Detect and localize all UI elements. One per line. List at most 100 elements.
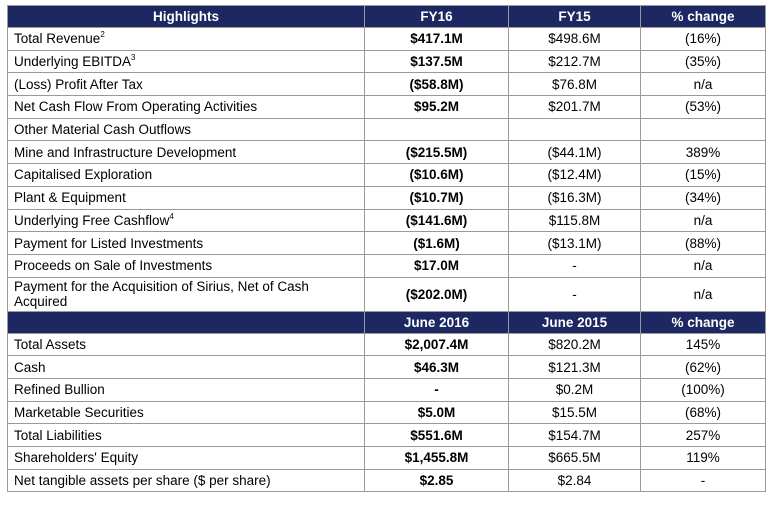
footnote-marker: 4	[169, 211, 174, 221]
row-label: Plant & Equipment	[7, 185, 365, 210]
header-highlights: Highlights	[7, 5, 365, 28]
june-2015-value: $121.3M	[508, 355, 641, 379]
fy16-value: ($202.0M)	[364, 276, 509, 312]
fy15-value: $76.8M	[508, 72, 641, 97]
change-value: (53%)	[640, 95, 766, 119]
change-value: (100%)	[640, 377, 766, 402]
change-value: (68%)	[640, 400, 766, 425]
table-row: Total Assets $2,007.4M $820.2M 145%	[7, 332, 766, 357]
fy15-value: $212.7M	[508, 49, 641, 74]
fy16-value: $95.2M	[364, 95, 509, 119]
fy16-value: ($58.8M)	[364, 72, 509, 97]
table-row: (Loss) Profit After Tax ($58.8M) $76.8M …	[7, 72, 766, 97]
fy15-value: -	[508, 253, 641, 278]
fy15-value: ($44.1M)	[508, 140, 641, 165]
table-row: Proceeds on Sale of Investments $17.0M -…	[7, 253, 766, 278]
table-row: Plant & Equipment ($10.7M) ($16.3M) (34%…	[7, 185, 766, 210]
table-row: Mine and Infrastructure Development ($21…	[7, 140, 766, 165]
row-label: Proceeds on Sale of Investments	[7, 253, 365, 278]
table-row: Refined Bullion - $0.2M (100%)	[7, 377, 766, 402]
table-row: Total Liabilities $551.6M $154.7M 257%	[7, 423, 766, 447]
financial-highlights-table: Highlights FY16 FY15 % change Total Reve…	[7, 5, 766, 493]
row-label: Underlying EBITDA3	[7, 49, 365, 74]
fy16-value: ($10.7M)	[364, 185, 509, 210]
header-row-balance-sheet: June 2016 June 2015 % change	[7, 310, 766, 334]
row-label: Payment for the Acquisition of Sirius, N…	[7, 276, 365, 312]
header-percent-change: % change	[640, 310, 766, 334]
june-2016-value: $2,007.4M	[364, 332, 509, 357]
footnote-marker: 2	[100, 30, 105, 40]
table-row: Underlying EBITDA3 $137.5M $212.7M (35%)	[7, 49, 766, 74]
header-row-highlights: Highlights FY16 FY15 % change	[7, 5, 766, 28]
fy15-value: $115.8M	[508, 208, 641, 233]
table-row: Shareholders' Equity $1,455.8M $665.5M 1…	[7, 446, 766, 470]
change-value	[640, 117, 766, 142]
fy15-value: ($12.4M)	[508, 163, 641, 187]
header-june-2015: June 2015	[508, 310, 641, 334]
row-label: Other Material Cash Outflows	[7, 117, 365, 142]
table-row: Payment for the Acquisition of Sirius, N…	[7, 276, 766, 312]
row-label: Total Revenue2	[7, 27, 365, 51]
change-value: -	[640, 468, 766, 493]
change-value: n/a	[640, 72, 766, 97]
june-2015-value: $820.2M	[508, 332, 641, 357]
june-2015-value: $665.5M	[508, 446, 641, 470]
june-2016-value: $46.3M	[364, 355, 509, 379]
table-row: Marketable Securities $5.0M $15.5M (68%)	[7, 400, 766, 425]
row-label: Payment for Listed Investments	[7, 231, 365, 255]
header-june-2016: June 2016	[364, 310, 509, 334]
row-label: Net Cash Flow From Operating Activities	[7, 95, 365, 119]
change-value: 389%	[640, 140, 766, 165]
fy16-value: $137.5M	[364, 49, 509, 74]
header-percent-change: % change	[640, 5, 766, 28]
table-row: Net tangible assets per share ($ per sha…	[7, 468, 766, 493]
change-value: 257%	[640, 423, 766, 447]
fy15-value: $201.7M	[508, 95, 641, 119]
fy16-value	[364, 117, 509, 142]
row-label: Marketable Securities	[7, 400, 365, 425]
table-row: Total Revenue2 $417.1M $498.6M (16%)	[7, 27, 766, 51]
row-label: Total Assets	[7, 332, 365, 357]
table-row: Cash $46.3M $121.3M (62%)	[7, 355, 766, 379]
fy16-value: ($10.6M)	[364, 163, 509, 187]
fy16-value: ($141.6M)	[364, 208, 509, 233]
fy16-value: ($215.5M)	[364, 140, 509, 165]
row-label: (Loss) Profit After Tax	[7, 72, 365, 97]
change-value: 145%	[640, 332, 766, 357]
change-value: n/a	[640, 276, 766, 312]
row-label: Refined Bullion	[7, 377, 365, 402]
june-2016-value: $5.0M	[364, 400, 509, 425]
june-2015-value: $2.84	[508, 468, 641, 493]
row-label: Underlying Free Cashflow4	[7, 208, 365, 233]
fy15-value	[508, 117, 641, 142]
change-value: (34%)	[640, 185, 766, 210]
header-fy16: FY16	[364, 5, 509, 28]
table-row: Other Material Cash Outflows	[7, 117, 766, 142]
row-label: Net tangible assets per share ($ per sha…	[7, 468, 365, 493]
row-label: Total Liabilities	[7, 423, 365, 447]
table-row: Underlying Free Cashflow4 ($141.6M) $115…	[7, 208, 766, 233]
june-2015-value: $0.2M	[508, 377, 641, 402]
june-2015-value: $15.5M	[508, 400, 641, 425]
footnote-marker: 3	[131, 53, 136, 63]
header-blank	[7, 310, 365, 334]
fy15-value: ($16.3M)	[508, 185, 641, 210]
change-value: (35%)	[640, 49, 766, 74]
fy16-value: ($1.6M)	[364, 231, 509, 255]
table-row: Net Cash Flow From Operating Activities …	[7, 95, 766, 119]
row-label: Cash	[7, 355, 365, 379]
june-2016-value: $1,455.8M	[364, 446, 509, 470]
june-2016-value: -	[364, 377, 509, 402]
table-row: Payment for Listed Investments ($1.6M) (…	[7, 231, 766, 255]
fy15-value: $498.6M	[508, 27, 641, 51]
june-2015-value: $154.7M	[508, 423, 641, 447]
change-value: (62%)	[640, 355, 766, 379]
change-value: n/a	[640, 208, 766, 233]
change-value: n/a	[640, 253, 766, 278]
change-value: (88%)	[640, 231, 766, 255]
table-row: Capitalised Exploration ($10.6M) ($12.4M…	[7, 163, 766, 187]
change-value: 119%	[640, 446, 766, 470]
change-value: (16%)	[640, 27, 766, 51]
fy15-value: -	[508, 276, 641, 312]
fy16-value: $17.0M	[364, 253, 509, 278]
